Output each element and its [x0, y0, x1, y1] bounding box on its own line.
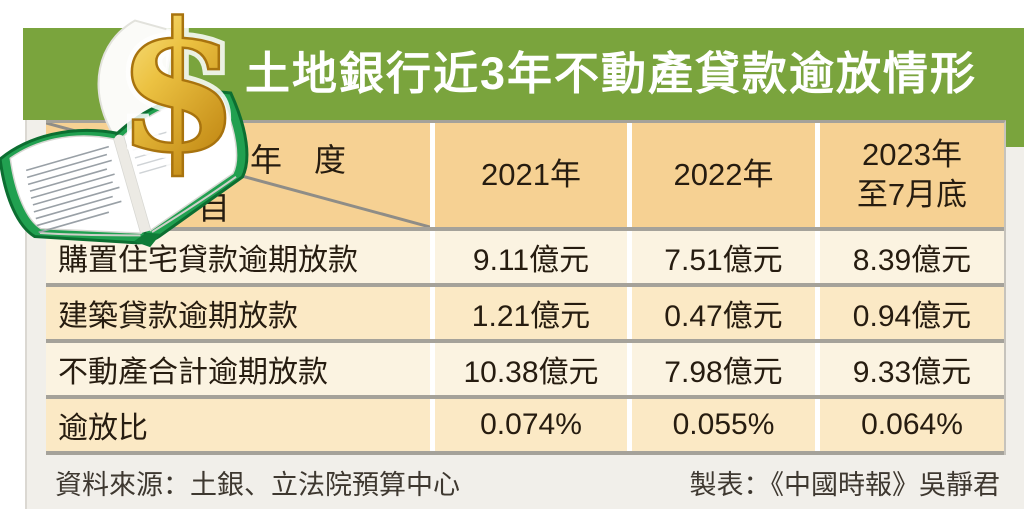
table-bottom-border: [46, 451, 1004, 455]
value-cell: 0.94億元: [820, 287, 1004, 339]
column-divider: [627, 123, 632, 227]
value-cell: 0.074%: [435, 399, 627, 451]
page-text-lines: [25, 145, 122, 234]
credit-note: 製表：《中國時報》吳靜君: [689, 469, 1001, 500]
open-book-icon: $ $: [0, 2, 249, 248]
column-divider: [627, 287, 632, 339]
value-cell: 0.064%: [820, 399, 1004, 451]
row-label-cell: 不動產合計逾期放款: [46, 343, 430, 395]
value-cell: 9.11億元: [435, 231, 627, 283]
value-cell: 8.39億元: [820, 231, 1004, 283]
row-divider: [46, 227, 1004, 231]
column-divider: [430, 231, 435, 283]
table-row: 不動產合計逾期放款 10.38億元 7.98億元 9.33億元: [46, 343, 1004, 395]
column-divider: [430, 123, 435, 227]
column-divider: [430, 399, 435, 451]
column-divider: [815, 399, 820, 451]
row-divider: [46, 395, 1004, 399]
table-row: 建築貸款逾期放款 1.21億元 0.47億元 0.94億元: [46, 287, 1004, 339]
column-divider: [627, 343, 632, 395]
value-cell: 1.21億元: [435, 287, 627, 339]
header-year-2023-line2: 至7月底: [856, 177, 968, 212]
value-cell: 0.47億元: [632, 287, 815, 339]
row-divider: [46, 283, 1004, 287]
value-cell: 7.98億元: [632, 343, 815, 395]
value-cell: 10.38億元: [435, 343, 627, 395]
footer: 資料來源：土銀、立法院預算中心 製表：《中國時報》吳靜君: [25, 455, 1024, 509]
book-spine: [133, 232, 161, 248]
column-divider: [430, 343, 435, 395]
row-label-cell: 購置住宅貸款逾期放款: [46, 231, 430, 283]
table-row: 逾放比 0.074% 0.055% 0.064%: [46, 399, 1004, 451]
value-cell: 7.51億元: [632, 231, 815, 283]
row-label-cell: 逾放比: [46, 399, 430, 451]
value-cell: 0.055%: [632, 399, 815, 451]
column-divider: [430, 287, 435, 339]
column-divider: [815, 231, 820, 283]
dollar-sign-icon: $: [116, 2, 240, 192]
header-year-2023: 2023年 至7月底: [820, 123, 1004, 227]
dollar-sign-icon: $: [116, 2, 240, 192]
page-title: 土地銀行近3年不動產貸款逾放情形: [245, 48, 978, 99]
page-text-lines: [130, 131, 175, 174]
column-divider: [627, 399, 632, 451]
banner-right-edge: [1004, 118, 1024, 147]
row-divider: [46, 339, 1004, 343]
column-divider: [815, 123, 820, 227]
header-year-2022: 2022年: [632, 123, 815, 227]
source-note: 資料來源：土銀、立法院預算中心: [55, 469, 460, 500]
column-divider: [815, 287, 820, 339]
column-divider: [815, 343, 820, 395]
header-corner-year-label: 年 度: [250, 142, 347, 178]
header-year-2021: 2021年: [435, 123, 627, 227]
table-row: 購置住宅貸款逾期放款 9.11億元 7.51億元 8.39億元: [46, 231, 1004, 283]
row-label-cell: 建築貸款逾期放款: [46, 287, 430, 339]
column-divider: [627, 231, 632, 283]
header-year-2023-line1: 2023年: [862, 137, 962, 172]
value-cell: 9.33億元: [820, 343, 1004, 395]
